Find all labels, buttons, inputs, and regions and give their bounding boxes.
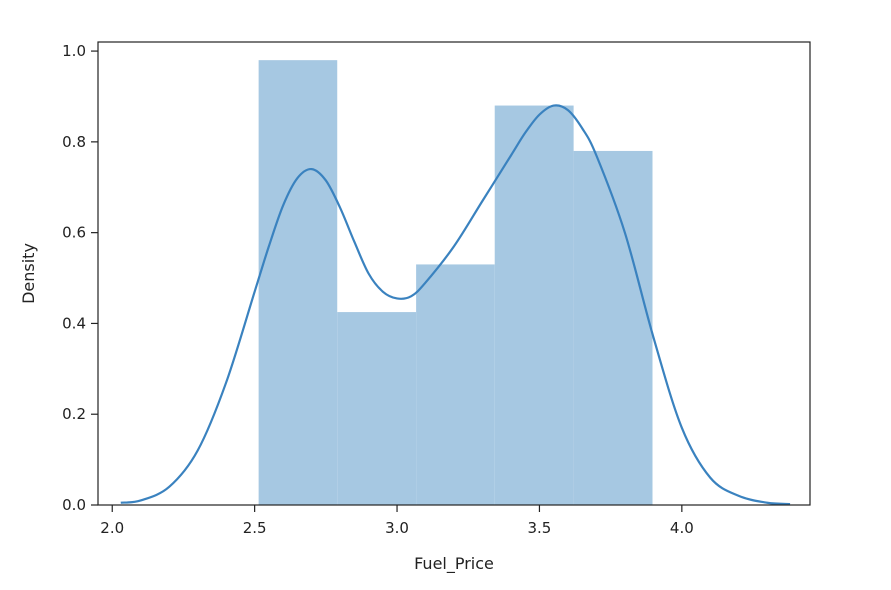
x-axis-label: Fuel_Price: [414, 554, 494, 574]
histogram-bar-1: [258, 60, 338, 506]
kde-curve-layer: [120, 104, 791, 506]
kde-curve: [120, 104, 791, 506]
x-tick-label: 2.5: [243, 519, 267, 537]
y-tick-label: 0.4: [62, 314, 86, 332]
y-axis-label: Density: [19, 243, 38, 304]
y-tick-label: 0.2: [62, 405, 86, 423]
histogram-bars: [258, 60, 653, 506]
x-tick-label: 3.5: [528, 519, 552, 537]
y-tick-label: 0.0: [62, 496, 86, 514]
histogram-bar-3: [416, 264, 495, 505]
x-axis-ticks: 2.0 2.5 3.0 3.5 4.0: [100, 505, 694, 537]
histogram-bar-5: [573, 150, 653, 506]
y-tick-label: 0.8: [62, 133, 86, 151]
x-tick-label: 3.0: [385, 519, 409, 537]
y-tick-label: 1.0: [62, 42, 86, 60]
x-tick-label: 4.0: [670, 519, 694, 537]
y-tick-label: 0.6: [62, 224, 86, 242]
y-axis-ticks: 0.0 0.2 0.4 0.6 0.8 1.0: [62, 42, 98, 514]
x-tick-label: 2.0: [100, 519, 124, 537]
plot-area-frame: [97, 41, 811, 506]
histogram-bar-2: [337, 312, 417, 505]
histogram-bar-4: [494, 105, 574, 506]
